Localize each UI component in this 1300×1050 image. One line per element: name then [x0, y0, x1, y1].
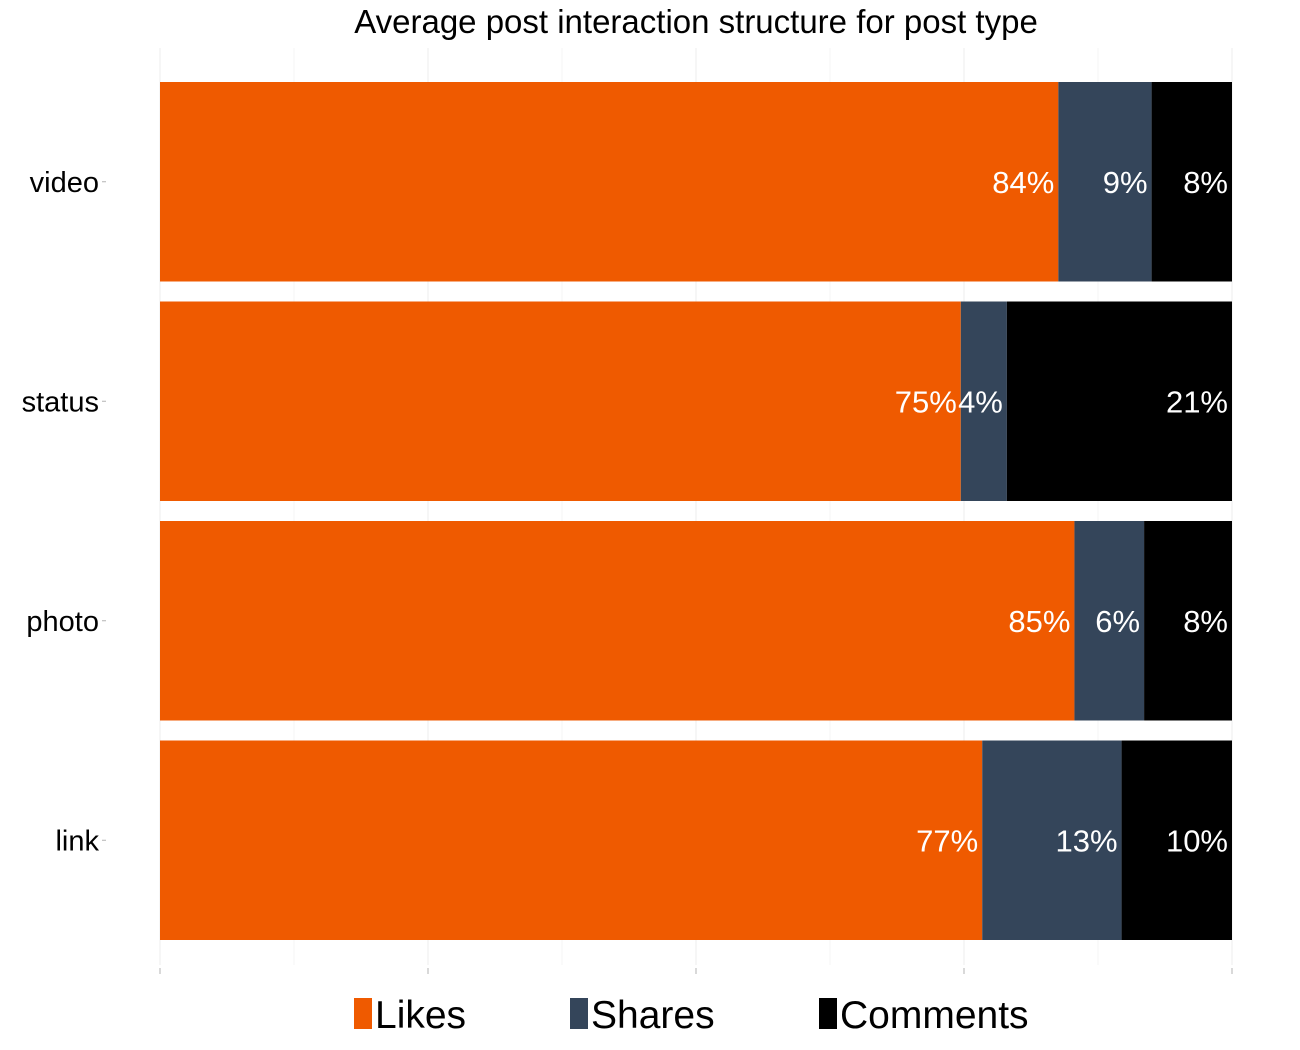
- category-label-status: status: [22, 386, 99, 418]
- bar-status-shares: [960, 301, 1007, 501]
- bar-label-video-shares: 9%: [1103, 165, 1148, 200]
- bar-video-shares: [1058, 82, 1152, 282]
- bar-video-comments: [1151, 82, 1232, 282]
- category-label-photo: photo: [26, 606, 99, 638]
- category-axis: video status photo link: [22, 167, 106, 857]
- bar-video-likes: [160, 82, 1059, 282]
- bar-label-status-shares: 4%: [958, 384, 1003, 419]
- bar-label-link-likes: 77%: [916, 823, 978, 858]
- bar-photo-likes: [160, 521, 1075, 721]
- x-axis: [159, 968, 1233, 974]
- bar-label-video-comments: 8%: [1183, 165, 1228, 200]
- bar-status-comments: [1006, 301, 1232, 501]
- category-label-video: video: [30, 167, 99, 199]
- legend-swatch-comments: [819, 998, 837, 1029]
- bar-label-status-likes: 75%: [895, 384, 957, 419]
- bar-label-link-comments: 10%: [1166, 823, 1228, 858]
- bar-label-link-shares: 13%: [1056, 823, 1118, 858]
- legend-label-likes: Likes: [375, 994, 466, 1037]
- bar-label-photo-comments: 8%: [1183, 604, 1228, 639]
- bar-label-status-comments: 21%: [1166, 384, 1228, 419]
- bar-status-likes: [160, 301, 961, 501]
- bar-label-photo-shares: 6%: [1095, 604, 1140, 639]
- bar-link-comments: [1121, 740, 1232, 940]
- bar-label-photo-likes: 85%: [1008, 604, 1070, 639]
- bar-link-shares: [982, 740, 1122, 940]
- legend-label-shares: Shares: [591, 994, 715, 1037]
- bar-labels: 84% 9% 8% 75% 4% 21% 85% 6% 8% 77% 13% 10%: [895, 165, 1228, 859]
- legend-label-comments: Comments: [840, 994, 1029, 1037]
- bar-label-video-likes: 84%: [992, 165, 1054, 200]
- bar-link-likes: [160, 740, 983, 940]
- bar-photo-comments: [1144, 521, 1232, 721]
- bars: [160, 82, 1232, 940]
- bar-photo-shares: [1074, 521, 1145, 721]
- category-label-link: link: [55, 825, 99, 857]
- chart-title: Average post interaction structure for p…: [354, 3, 1038, 40]
- legend-swatch-likes: [354, 998, 372, 1029]
- legend-swatch-shares: [570, 998, 588, 1029]
- legend: Likes Shares Comments: [354, 994, 1029, 1037]
